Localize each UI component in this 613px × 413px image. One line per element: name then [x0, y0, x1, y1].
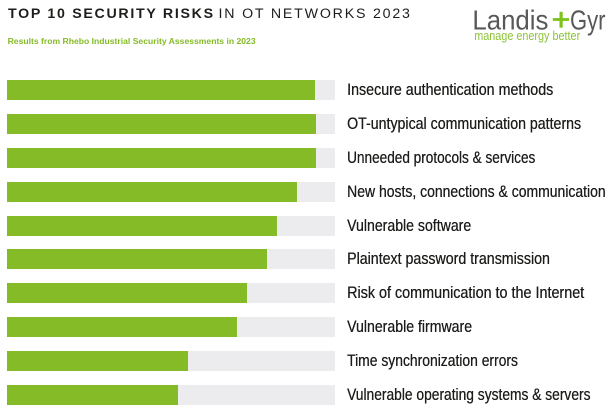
svg-text:Gyr: Gyr: [570, 4, 606, 35]
svg-text:manage energy better: manage energy better: [474, 28, 581, 43]
svg-text:Landis: Landis: [472, 4, 548, 35]
